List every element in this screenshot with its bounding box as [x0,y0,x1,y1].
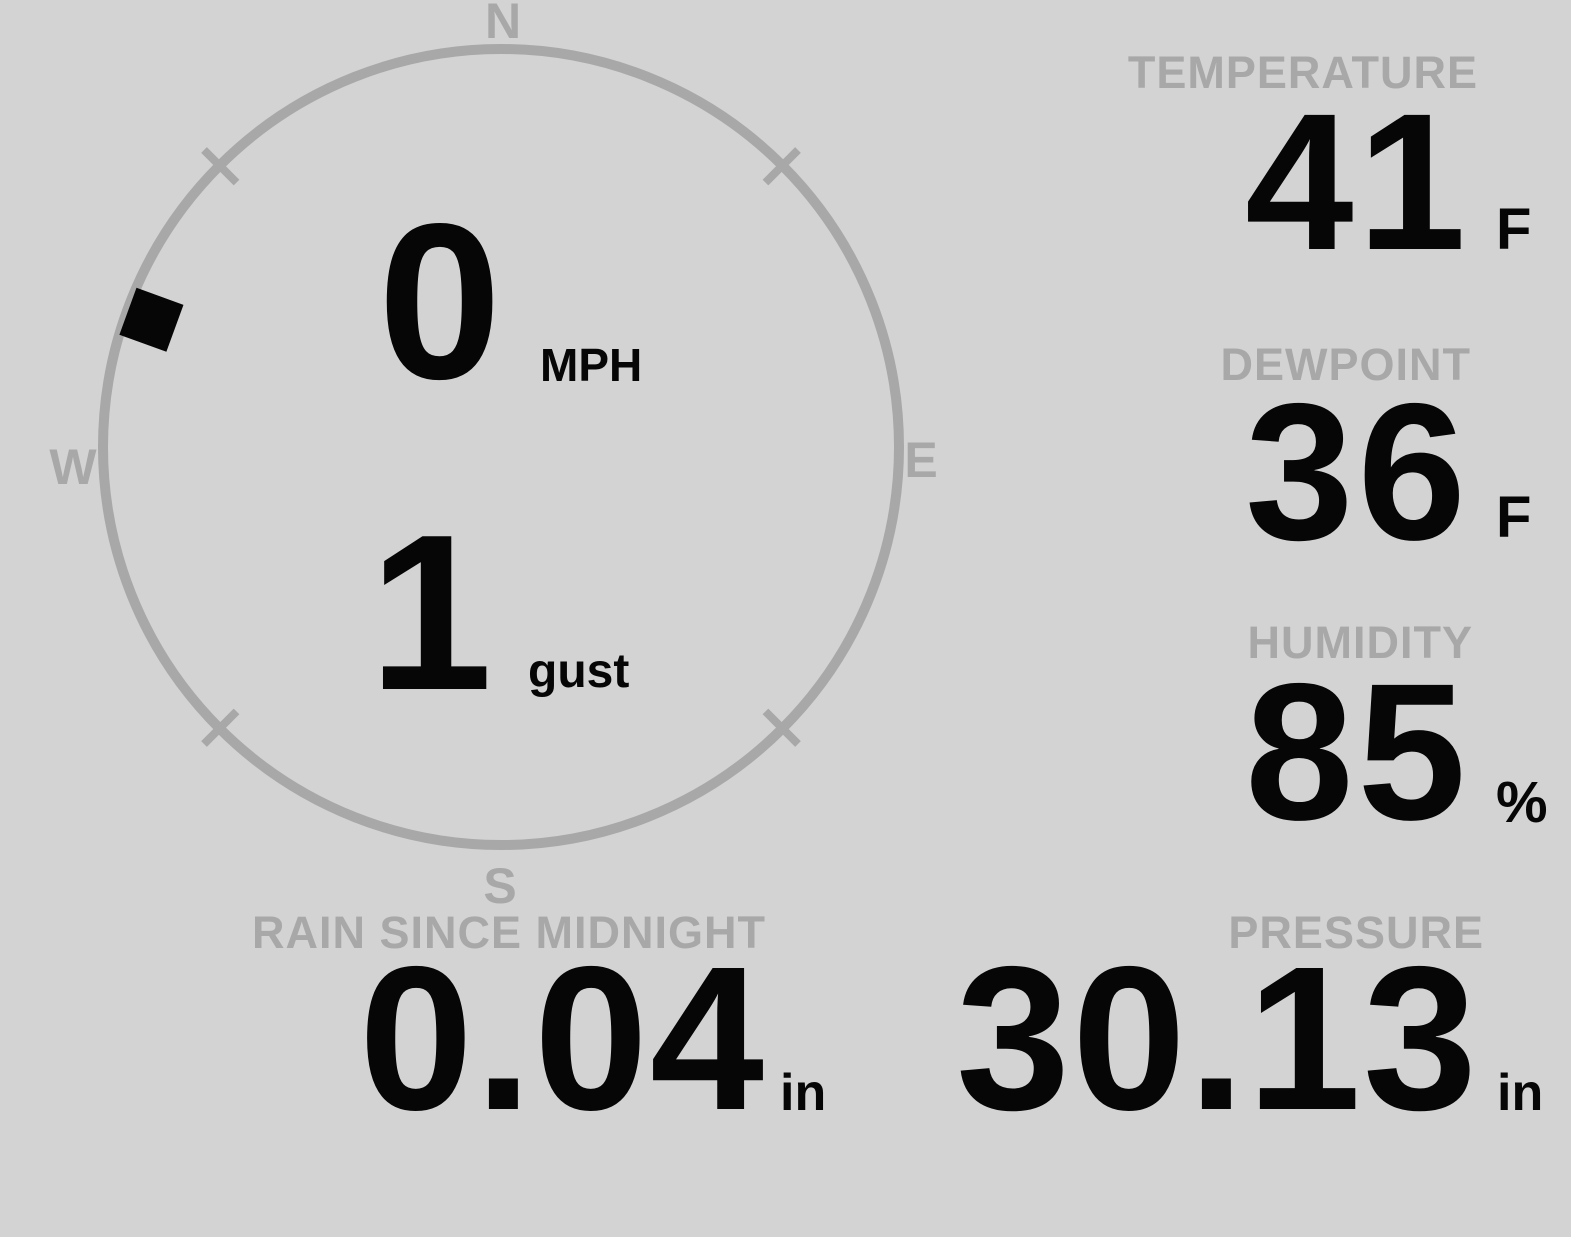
compass-label-south: S [483,858,517,914]
rain-value: 0.04 [359,924,766,1153]
compass-tick-sw [201,708,240,747]
wind-gust-value: 1 [369,489,493,737]
temperature-label: TEMPERATURE [1127,47,1478,98]
compass-label-east: E [904,432,938,488]
pressure-label: PRESSURE [1228,907,1484,958]
pressure-unit: in [1497,1064,1544,1122]
pressure-value: 30.13 [955,924,1479,1153]
dewpoint-label: DEWPOINT [1220,339,1471,390]
wind-direction-marker-icon [119,287,184,352]
compass-ring [98,44,904,850]
wind-gust-unit: gust [528,645,630,698]
rain-unit: in [780,1064,827,1122]
compass-label-west: W [49,439,97,495]
wind-speed-unit: MPH [540,339,643,391]
humidity-unit: % [1496,770,1548,835]
temperature-value: 41 [1245,73,1470,291]
compass-tick-ne [762,147,801,186]
dewpoint-unit: F [1496,485,1532,550]
compass-label-north: N [484,0,522,49]
temperature-unit: F [1496,197,1532,262]
rain-label: RAIN SINCE MIDNIGHT [252,907,766,958]
wind-speed-value: 0 [378,178,502,426]
wind-direction-marker-group [119,287,184,352]
humidity-label: HUMIDITY [1247,617,1473,668]
compass-tick-nw [201,147,240,186]
compass-svg [98,44,904,850]
dewpoint-value: 36 [1245,363,1470,581]
humidity-value: 85 [1245,643,1470,861]
compass-ticks [201,147,801,747]
compass-tick-se [762,708,801,747]
